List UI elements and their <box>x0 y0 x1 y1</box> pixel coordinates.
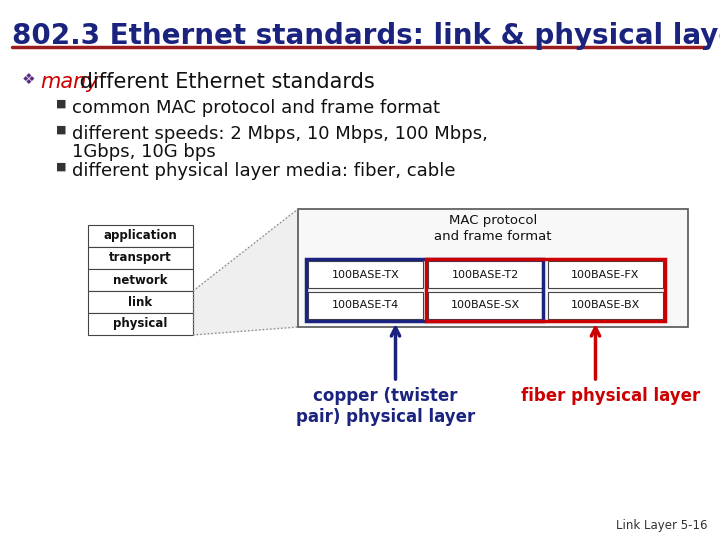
Text: ❖: ❖ <box>22 72 35 87</box>
Text: different Ethernet standards: different Ethernet standards <box>73 72 374 92</box>
Bar <box>88 269 193 291</box>
Text: MAC protocol: MAC protocol <box>449 214 537 227</box>
Bar <box>298 209 688 327</box>
Text: 100BASE-SX: 100BASE-SX <box>451 300 520 310</box>
Text: 100BASE-TX: 100BASE-TX <box>332 269 400 280</box>
Text: different speeds: 2 Mbps, 10 Mbps, 100 Mbps,: different speeds: 2 Mbps, 10 Mbps, 100 M… <box>72 125 488 143</box>
Text: physical: physical <box>113 318 168 330</box>
Text: 100BASE-FX: 100BASE-FX <box>571 269 639 280</box>
Text: different physical layer media: fiber, cable: different physical layer media: fiber, c… <box>72 162 456 180</box>
Bar <box>308 292 423 319</box>
Text: and frame format: and frame format <box>434 230 552 243</box>
Bar <box>308 261 423 288</box>
Text: network: network <box>113 273 168 287</box>
Text: transport: transport <box>109 252 172 265</box>
Text: 100BASE-BX: 100BASE-BX <box>571 300 640 310</box>
Text: link: link <box>128 295 153 308</box>
Bar <box>428 292 543 319</box>
Bar <box>428 261 543 288</box>
Text: ■: ■ <box>56 125 66 135</box>
Polygon shape <box>193 209 298 335</box>
Text: ■: ■ <box>56 162 66 172</box>
Bar <box>88 225 193 247</box>
Text: common MAC protocol and frame format: common MAC protocol and frame format <box>72 99 440 117</box>
Text: application: application <box>104 230 177 242</box>
Text: ■: ■ <box>56 99 66 109</box>
Bar <box>548 292 663 319</box>
Bar <box>88 313 193 335</box>
Text: fiber physical layer: fiber physical layer <box>521 387 700 405</box>
Bar <box>426 259 665 321</box>
Bar <box>548 261 663 288</box>
Bar <box>306 259 543 321</box>
Text: copper (twister
pair) physical layer: copper (twister pair) physical layer <box>296 387 475 426</box>
Text: 100BASE-T4: 100BASE-T4 <box>332 300 399 310</box>
Bar <box>88 247 193 269</box>
Text: 1Gbps, 10G bps: 1Gbps, 10G bps <box>72 143 216 161</box>
Text: Link Layer 5-16: Link Layer 5-16 <box>616 519 708 532</box>
Bar <box>88 291 193 313</box>
Text: 100BASE-T2: 100BASE-T2 <box>452 269 519 280</box>
Text: many: many <box>40 72 99 92</box>
Text: 802.3 Ethernet standards: link & physical layers: 802.3 Ethernet standards: link & physica… <box>12 22 720 50</box>
